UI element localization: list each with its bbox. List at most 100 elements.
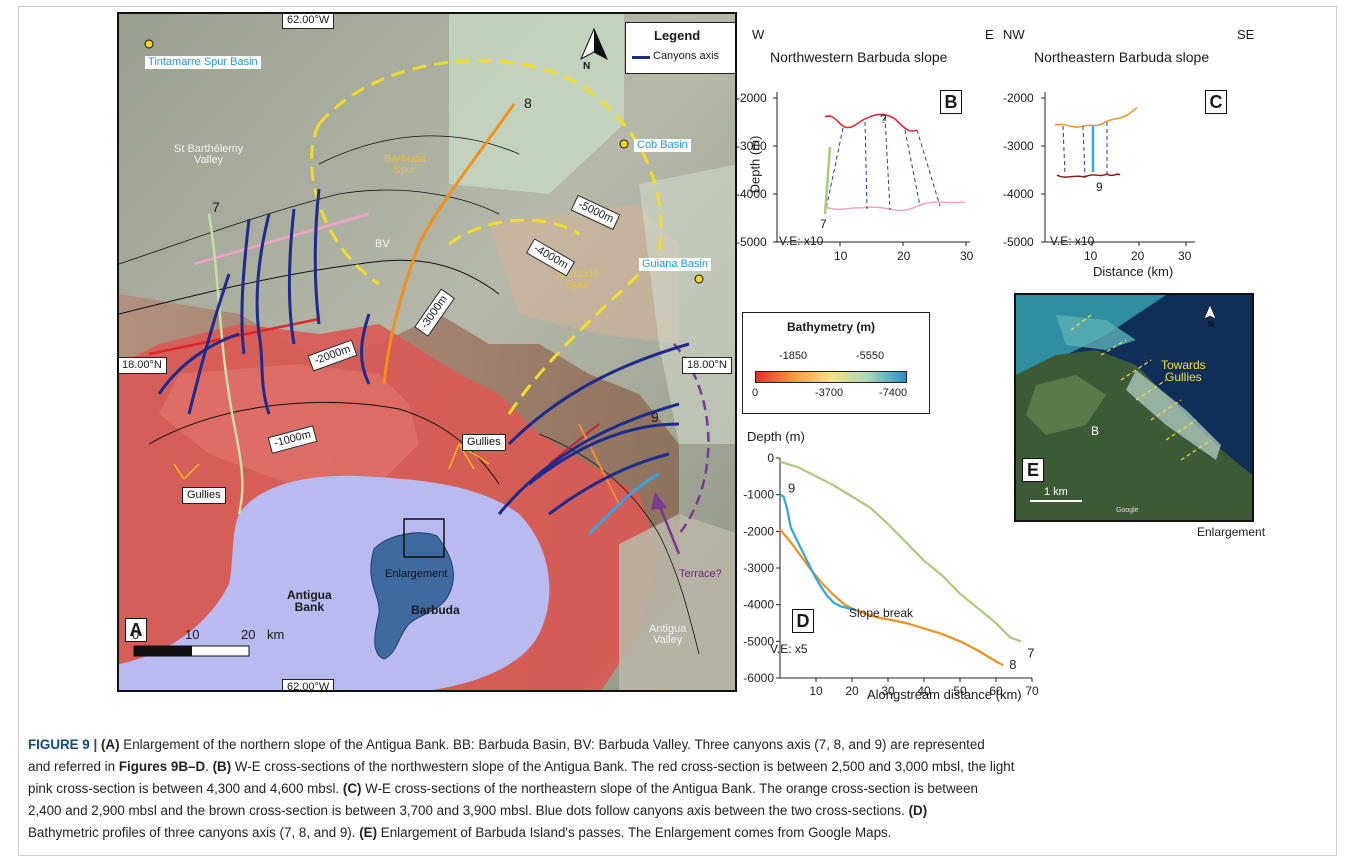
- panel-d-ytick-label: -1000: [743, 488, 774, 502]
- region-antigua-bank: Antigua Bank: [287, 588, 332, 614]
- caption-line-3: pink cross-section is between 4,300 and …: [28, 778, 1328, 800]
- panel-b-cross-section: [773, 92, 970, 246]
- panel-b-question: ?: [880, 112, 887, 126]
- region-antigua-valley: Antigua Valley: [649, 623, 687, 646]
- panel-d-slope-break: Slope break: [849, 606, 914, 620]
- caption-line-5: Bathymetric profiles of three canyons ax…: [28, 822, 1328, 844]
- caption-c: (C): [342, 781, 362, 796]
- caption-d: (D): [908, 803, 928, 818]
- panel-letter-c: C: [1205, 90, 1227, 114]
- legend-swatch: [632, 56, 650, 59]
- panel-c-cross-section: [1041, 92, 1195, 246]
- region-st-barthelemy: St Barthélemy Valley: [174, 143, 244, 166]
- bathymetry-legend: Bathymetry (m) -1850 -5550 0 -3700 -7400: [742, 312, 930, 414]
- scale-tick-20: 20: [241, 627, 256, 642]
- caption-text-2c: W-E cross-sections of the northwestern s…: [231, 759, 1015, 774]
- caption-text-1: Enlargement of the northern slope of the…: [119, 737, 985, 752]
- panel-d-series-label-9: 9: [788, 481, 795, 496]
- caption-line-1: FIGURE 9 | (A) Enlargement of the northe…: [28, 734, 1328, 756]
- panel-c-ve: V.E: x10: [1050, 234, 1095, 248]
- region-barbuda-spur-mid: Barbuda Spur: [557, 268, 599, 291]
- region-enlargement: Enlargement: [385, 568, 448, 580]
- caption-text-4: 2,400 and 2,900 mbsl and the brown cross…: [28, 803, 909, 818]
- panel-c-xlabel: Distance (km): [1093, 264, 1174, 279]
- panel-c-dir-right: SE: [1237, 27, 1255, 42]
- region-barbuda: Barbuda: [411, 603, 460, 617]
- canyon-number-8: 8: [524, 95, 532, 111]
- panel-d-xtick-label: 70: [1025, 684, 1039, 698]
- panel-e-north: N: [1208, 320, 1214, 329]
- caption-line-4: 2,400 and 2,900 mbsl and the brown cross…: [28, 800, 1328, 822]
- panel-d-ytick-label: -4000: [743, 598, 774, 612]
- legend-item: Canyons axis: [653, 50, 720, 62]
- gullies-label-right: Gullies: [462, 434, 506, 451]
- canyon-number-7: 7: [212, 199, 220, 215]
- gullies-label-left: Gullies: [182, 487, 226, 504]
- panel-b-dir-right: E: [985, 27, 994, 42]
- panel-d-xtick-label: 40: [917, 684, 931, 698]
- panel-d-ytick-label: -2000: [743, 524, 774, 538]
- panel-d-xtick-label: 50: [953, 684, 967, 698]
- caption-a: (A): [100, 737, 120, 752]
- panel-b-ve: V.E: x10: [779, 234, 824, 248]
- scale-tick-0: 0: [132, 627, 140, 642]
- lat-label-left: 18.00°N: [119, 357, 167, 374]
- panel-d-profile-chart: 0 -1000 -2000 -3000 -4000 -5000 -6000 10 20 30 40 5…: [743, 451, 1039, 698]
- panel-e-scale: 1 km: [1044, 486, 1068, 498]
- panel-letter-b: B: [940, 90, 962, 114]
- panel-b-dir-left: W: [752, 27, 765, 42]
- panel-b-ytick-4000: -4000: [736, 187, 767, 201]
- panel-c-ytick-5000: -5000: [1003, 235, 1034, 249]
- panel-d-series-7: [779, 460, 1022, 643]
- caption-text-5b: Enlargement of Barbuda Island's passes. …: [377, 825, 892, 840]
- panel-d-xtick-label: 60: [989, 684, 1003, 698]
- panel-c-title: Northeastern Barbuda slope: [1034, 49, 1210, 65]
- panel-c-dir-left: NW: [1003, 27, 1025, 42]
- caption-b: (B): [212, 759, 232, 774]
- panel-e-credit: Google: [1116, 507, 1139, 514]
- basin-tintamarre: Tintamarre Spur Basin: [145, 56, 261, 69]
- panel-e-towards-gullies: Towards Gullies: [1161, 358, 1206, 384]
- basin-cob: Cob Basin: [634, 139, 691, 152]
- legend-title: Legend: [654, 28, 701, 43]
- figure-frame: [18, 6, 1337, 856]
- caption-figure-number: FIGURE 9 |: [28, 737, 101, 752]
- panel-letter-d: D: [792, 609, 814, 633]
- panel-e-satellite: N Towards Gullies B 1 km Google E: [1014, 293, 1254, 522]
- panel-c-canyon-9: 9: [1096, 180, 1103, 194]
- panel-b-ytick-3000: -3000: [736, 139, 767, 153]
- scale-tick-10: 10: [185, 627, 200, 642]
- caption-text-2: and referred in: [28, 759, 119, 774]
- panel-d-series-label-8: 8: [1009, 657, 1016, 672]
- panel-b-canyon-7: 7: [820, 217, 827, 231]
- panel-d-series-label-7: 7: [1027, 645, 1034, 660]
- panel-d-xlabel: Alongstream distance (km): [867, 687, 1022, 702]
- panel-c-xtick-30: 30: [1178, 249, 1192, 263]
- north-letter: N: [583, 61, 591, 72]
- region-barbuda-spur-top: Barbuda Spur: [384, 153, 426, 176]
- bathy-bottom-tick-7400: -7400: [879, 387, 908, 399]
- caption-text-3: pink cross-section is between 4,300 and …: [28, 781, 343, 796]
- panel-c-ytick-2000: -2000: [1003, 91, 1034, 105]
- panel-d-xtick-label: 30: [881, 684, 895, 698]
- lon-label-top: 62.00°W: [282, 14, 335, 29]
- panel-d-series-8: [779, 528, 1004, 667]
- panel-e-b-label: B: [1091, 424, 1100, 438]
- bathy-bottom-tick-3700: -3700: [815, 387, 844, 399]
- panel-c-ytick-3000: -3000: [1003, 139, 1034, 153]
- panel-d-ytick-label: 0: [767, 451, 774, 465]
- panel-d-xtick-label: 20: [845, 684, 859, 698]
- panel-c-ytick-4000: -4000: [1003, 187, 1034, 201]
- panel-letter-e: E: [1022, 458, 1044, 482]
- panel-b-ytick-2000: -2000: [736, 91, 767, 105]
- panel-b-xtick-10: 10: [834, 249, 848, 263]
- lon-label-bottom: 62.00°W: [282, 679, 335, 690]
- caption-figures-ref[interactable]: Figures 9B–D: [118, 759, 206, 774]
- panel-d-ylabel: Depth (m): [747, 429, 805, 444]
- panel-c-xtick-20: 20: [1131, 249, 1145, 263]
- panel-d-ytick-label: -6000: [743, 671, 774, 685]
- panel-b-xtick-20: 20: [897, 249, 911, 263]
- panel-d-xtick-label: 10: [809, 684, 823, 698]
- bathy-color-bar: [755, 371, 907, 383]
- bathy-bottom-tick-0: 0: [752, 387, 759, 399]
